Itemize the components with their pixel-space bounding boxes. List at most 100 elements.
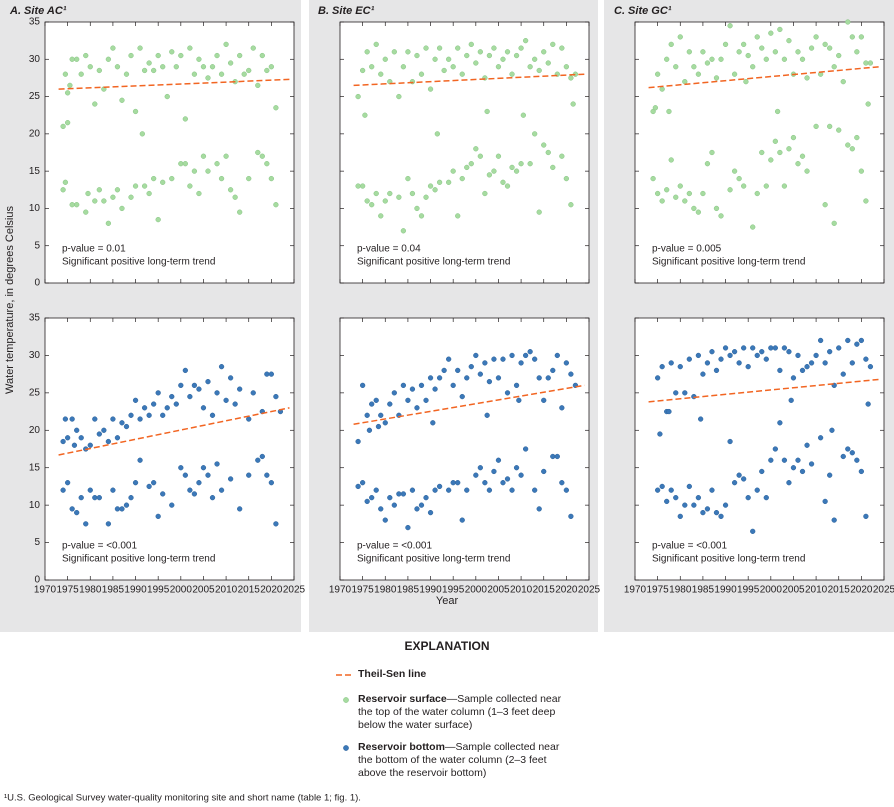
data-point [227, 187, 234, 193]
data-point [745, 52, 751, 59]
data-point [532, 56, 538, 62]
annotation: Significant positive long-term trend [62, 257, 215, 268]
data-point [141, 67, 148, 74]
data-point [264, 371, 270, 377]
data-point [405, 175, 411, 182]
data-point [92, 101, 98, 107]
theil-sen-line [353, 73, 585, 87]
data-point [391, 502, 397, 508]
data-point [677, 183, 683, 189]
data-point [364, 198, 370, 204]
data-point [731, 480, 738, 486]
data-point [654, 190, 661, 197]
data-point [237, 386, 243, 392]
data-point [652, 105, 659, 111]
panel-title: A. Site AC¹ [9, 5, 67, 17]
data-point [786, 146, 792, 152]
data-point [491, 168, 497, 174]
data-point [536, 209, 542, 215]
y-tick-label: 0 [34, 575, 40, 586]
data-point [446, 56, 452, 62]
data-point [96, 431, 102, 437]
data-point [691, 502, 697, 508]
x-tick-label: 2025 [578, 585, 601, 596]
data-point [182, 161, 188, 167]
data-point [241, 71, 247, 77]
data-point [391, 390, 397, 396]
data-point [459, 517, 465, 523]
data-point [128, 194, 134, 200]
data-point [858, 34, 865, 40]
data-point [200, 153, 207, 159]
data-point [532, 487, 538, 493]
y-tick-label: 35 [29, 313, 41, 324]
data-point [477, 465, 483, 471]
data-point [74, 56, 80, 62]
data-point [255, 149, 261, 156]
data-point [92, 198, 98, 204]
annotation: p-value = <0.001 [652, 541, 727, 552]
data-point [700, 371, 706, 377]
data-point [673, 194, 679, 200]
data-point [101, 198, 107, 204]
data-point [754, 487, 760, 493]
data-point [666, 408, 672, 415]
data-point [128, 412, 134, 418]
data-point [105, 220, 112, 226]
data-point [713, 75, 720, 81]
data-point [391, 49, 397, 55]
data-point [718, 356, 724, 362]
data-point [378, 213, 384, 219]
data-point [741, 41, 747, 48]
data-point [178, 465, 184, 471]
data-point [237, 52, 243, 59]
data-point [822, 41, 828, 48]
data-point [64, 90, 71, 96]
data-point [414, 52, 420, 59]
data-point [187, 487, 193, 493]
data-point [209, 64, 216, 70]
data-point [450, 382, 456, 389]
data-point [777, 367, 783, 374]
data-point [459, 71, 465, 77]
data-point [786, 349, 792, 355]
data-point [87, 487, 93, 493]
data-point [427, 375, 434, 381]
data-point [822, 360, 828, 366]
data-point [513, 382, 520, 389]
data-point [246, 67, 252, 74]
data-point [858, 337, 865, 344]
data-point [382, 56, 388, 62]
data-point [520, 112, 527, 118]
data-point [822, 498, 828, 505]
data-point [137, 416, 143, 422]
data-point [840, 453, 846, 460]
data-point [763, 356, 769, 362]
data-point [141, 405, 148, 411]
data-point [400, 382, 407, 389]
data-point [378, 71, 384, 77]
data-point [405, 524, 411, 531]
data-point [759, 149, 765, 156]
data-point [709, 56, 715, 62]
data-point [155, 216, 161, 223]
plot-area [339, 317, 590, 581]
data-point [559, 405, 565, 411]
data-point [659, 483, 665, 490]
data-point [750, 345, 756, 351]
data-point [840, 371, 846, 377]
data-point [831, 517, 837, 523]
y-tick-label: 35 [29, 17, 41, 28]
data-point [668, 360, 674, 366]
data-point [169, 175, 175, 182]
data-point [754, 190, 760, 197]
data-point [863, 356, 869, 362]
data-point [829, 427, 835, 433]
data-point [164, 93, 170, 100]
data-point [799, 367, 806, 374]
data-point [509, 352, 515, 359]
data-point [160, 491, 166, 497]
data-point [83, 521, 89, 527]
data-point [250, 45, 256, 51]
